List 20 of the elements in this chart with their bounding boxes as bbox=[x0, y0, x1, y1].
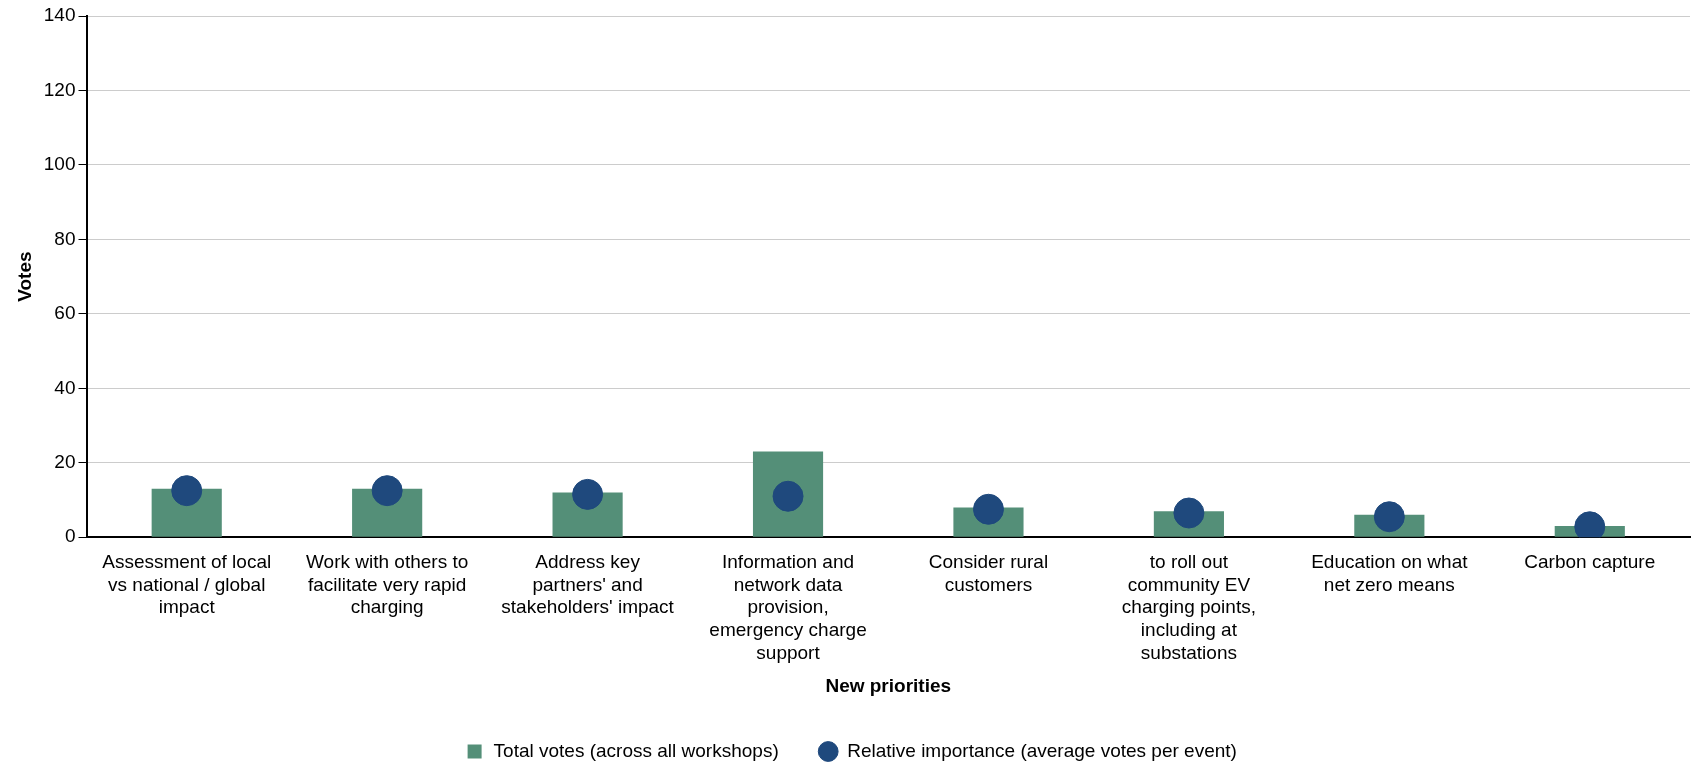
y-tick-label: 100 bbox=[43, 153, 76, 175]
y-tick-label: 40 bbox=[54, 376, 76, 398]
x-tick-label: Carbon capture bbox=[1524, 550, 1656, 572]
y-axis-title: Votes bbox=[13, 251, 35, 302]
y-tick-label: 140 bbox=[43, 4, 76, 26]
legend-label: Total votes (across all workshops) bbox=[493, 739, 779, 761]
x-tick-label: Assessment of local vs national / global impact bbox=[102, 550, 272, 618]
x-tick-label: Information and network data provision, emergency charge support bbox=[709, 550, 867, 664]
x-tick-label: Education on what net zero means bbox=[1311, 550, 1469, 595]
x-tick-label: Address key partners' and stakeholders' impact bbox=[501, 550, 675, 618]
y-tick-label: 20 bbox=[54, 450, 76, 472]
x-tick-label: to roll out community EV charging points, including at substations bbox=[1121, 550, 1256, 664]
x-axis-title: New priorities bbox=[825, 674, 952, 696]
x-tick-label: Consider rural customers bbox=[928, 550, 1049, 595]
y-tick-label: 120 bbox=[43, 78, 76, 100]
legend-label: Relative importance (average votes per event) bbox=[847, 739, 1237, 761]
y-tick-label: 0 bbox=[64, 525, 76, 547]
y-tick-label: 60 bbox=[54, 302, 76, 324]
y-tick-label: 80 bbox=[54, 227, 76, 249]
x-tick-label: Work with others to facilitate very rapid charging bbox=[306, 550, 469, 618]
